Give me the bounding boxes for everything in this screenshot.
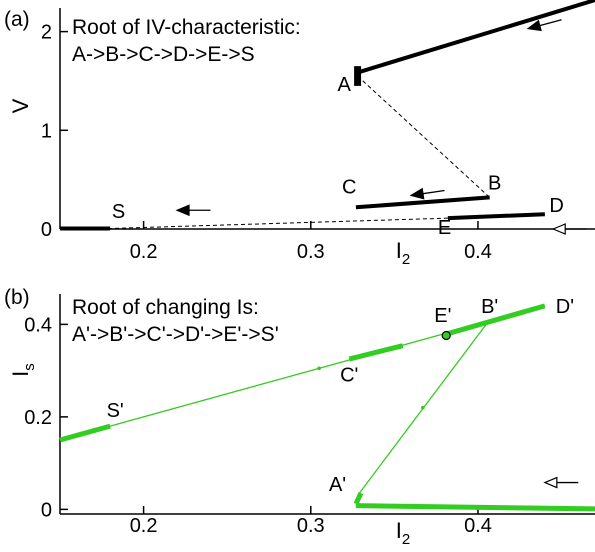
x-tick-label: 0.3 <box>297 515 325 537</box>
data-point <box>420 405 425 410</box>
x-tick-label: 0.2 <box>130 515 158 537</box>
panel-label: (b) <box>4 286 30 309</box>
x-axis-title: I2 <box>396 238 410 268</box>
point-label: E' <box>434 305 451 327</box>
y-tick-label: 0 <box>41 219 52 241</box>
point-label: S <box>112 201 125 223</box>
y-tick-label: 2 <box>41 22 52 44</box>
x-tick-label: 0.4 <box>464 241 492 263</box>
point-label: S' <box>107 400 124 422</box>
point-label: B' <box>481 296 498 318</box>
marker-point <box>441 330 451 341</box>
point-label: A <box>338 74 352 96</box>
annotation-text: Root of changing Is: <box>72 296 259 319</box>
series-branch <box>443 303 546 337</box>
panel-a: 0.2 0.3 0.4 0 1 2 I2 V (a) Root of IV-characteris… <box>4 0 595 268</box>
x-tick-label: 0.2 <box>130 241 158 263</box>
direction-arrow-head <box>409 187 425 200</box>
y-tick-label: 0 <box>41 499 52 521</box>
panel-b: 0.2 0.3 0.4 0 0.2 0.4 I2 Is (b) Root of changing … <box>4 286 595 548</box>
series-branch <box>348 343 404 362</box>
y-axis-title: Is <box>8 363 38 377</box>
series-branch <box>355 195 490 210</box>
y-axis-title: V <box>8 98 33 113</box>
direction-arrow <box>539 19 562 27</box>
annotation-text: Root of IV-characteristic: <box>72 16 301 39</box>
annotation-text: A->B->C->D->E->S <box>72 43 255 66</box>
series-branch <box>355 503 595 512</box>
series-branch <box>59 423 111 443</box>
x-tick-label: 0.4 <box>464 515 492 537</box>
panel-label: (a) <box>4 8 30 31</box>
direction-arrow-head <box>551 223 566 235</box>
series-branch <box>447 212 545 221</box>
series-branch <box>355 0 595 75</box>
y-tick-label: 0.2 <box>24 407 52 429</box>
direction-arrow-head <box>526 19 542 32</box>
annotation-text: A'->B'->C'->D'->E'->S' <box>72 323 279 346</box>
point-label: C' <box>340 364 358 386</box>
point-label: E <box>438 217 451 239</box>
y-tick-label: 1 <box>41 120 52 142</box>
y-tick-label: 0.4 <box>24 314 52 336</box>
point-label: B <box>488 173 501 195</box>
point-label: C <box>342 176 356 198</box>
direction-arrow <box>422 189 445 195</box>
point-label: D' <box>556 296 574 318</box>
point-label: A' <box>329 474 346 496</box>
dashed-transition <box>110 217 448 230</box>
x-axis-title: I2 <box>396 518 410 548</box>
series-branch <box>353 492 364 505</box>
direction-arrow-head <box>175 204 190 217</box>
x-tick-label: 0.3 <box>297 241 325 263</box>
data-point <box>317 366 321 371</box>
dashed-transition <box>357 75 491 198</box>
point-label: D <box>549 195 563 217</box>
direction-arrow-head <box>543 476 558 489</box>
